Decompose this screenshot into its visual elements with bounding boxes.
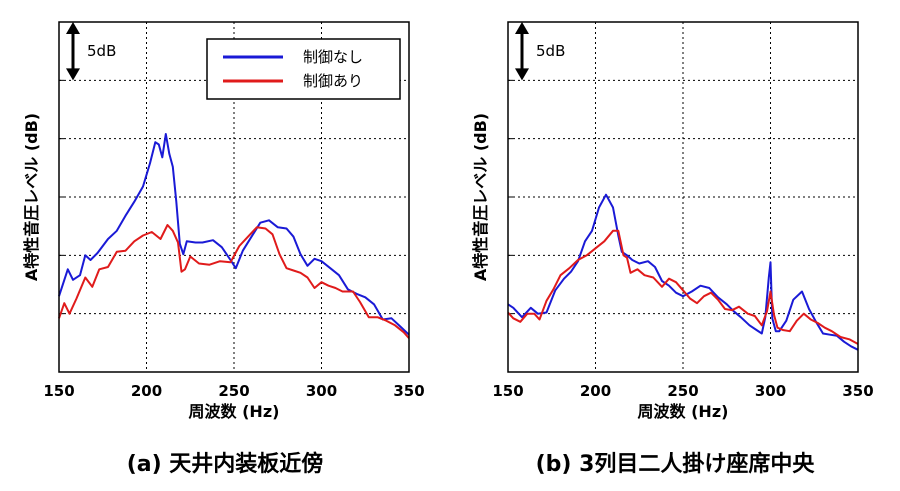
scale-bar-arrow-down	[66, 68, 80, 81]
series-line-controlled	[58, 224, 410, 339]
chart-b-caption: (b) 3列目二人掛け座席中央	[535, 452, 815, 477]
series-line-uncontrolled	[507, 193, 859, 351]
x-axis-label: 周波数 (Hz)	[189, 402, 280, 421]
y-axis-label: A特性音圧レベル (dB)	[22, 113, 41, 281]
plot-frame	[507, 21, 859, 373]
scale-bar-arrow-up	[66, 22, 80, 34]
x-tick-label: 150	[492, 382, 523, 400]
x-tick-label: 200	[131, 382, 162, 400]
x-tick-label: 250	[218, 382, 249, 400]
x-tick-label: 350	[842, 382, 873, 400]
scale-bar-arrow-down	[515, 68, 529, 81]
x-tick-label: 250	[667, 382, 698, 400]
y-axis-label: A特性音圧レベル (dB)	[471, 113, 490, 281]
chart-a-svg: 150 200 250 300 350 周波数 (Hz) A特性音圧レベル (dB) 5dB 制…	[22, 21, 425, 421]
series-line-controlled	[507, 229, 859, 345]
x-axis-label: 周波数 (Hz)	[638, 402, 729, 421]
plot-frame	[58, 21, 410, 373]
x-tick-label: 200	[580, 382, 611, 400]
legend-label-uncontrolled: 制御なし	[303, 48, 363, 66]
legend-box	[206, 38, 401, 100]
x-tick-label: 150	[43, 382, 74, 400]
series-line-uncontrolled	[58, 133, 410, 336]
scale-bar-label: 5dB	[536, 42, 565, 60]
scale-bar-arrow-up	[515, 22, 529, 34]
x-tick-label: 350	[393, 382, 424, 400]
scale-bar-label: 5dB	[87, 42, 116, 60]
x-tick-label: 300	[755, 382, 786, 400]
chart-a-caption: (a) 天井内装板近傍	[126, 452, 324, 477]
x-tick-label: 300	[306, 382, 337, 400]
legend-label-controlled: 制御あり	[303, 72, 363, 90]
